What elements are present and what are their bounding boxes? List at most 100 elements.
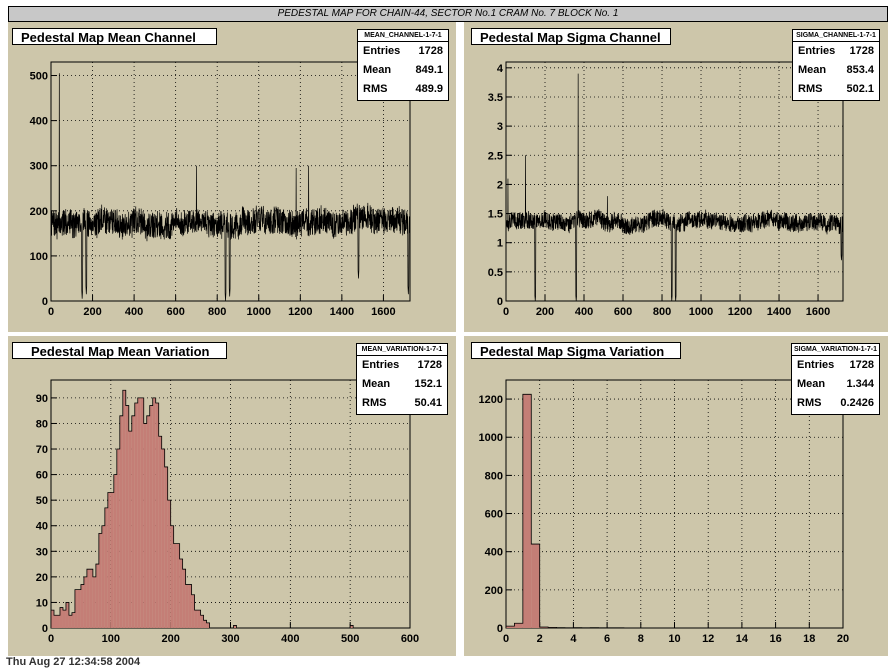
hist-bar xyxy=(71,612,75,628)
hist-bar xyxy=(83,576,87,628)
y-tick-label: 1200 xyxy=(479,394,503,406)
hist-bar xyxy=(128,431,132,628)
y-tick-label: 2.5 xyxy=(488,150,503,162)
y-tick-label: 300 xyxy=(30,161,48,173)
pad-title: Pedestal Map Mean Variation xyxy=(12,342,227,359)
x-tick-label: 8 xyxy=(638,633,644,645)
stats-label: Entries xyxy=(362,359,400,371)
y-tick-label: 800 xyxy=(485,470,503,482)
hist-bar xyxy=(194,610,198,628)
hist-bar xyxy=(155,403,159,628)
y-tick-label: 0 xyxy=(497,296,503,308)
hist-bar xyxy=(185,584,189,628)
hist-bar xyxy=(62,610,66,628)
pad-title: Pedestal Map Sigma Variation xyxy=(471,342,681,359)
stats-box: SIGMA_CHANNEL-1-7-1 Entries 1728 Mean 853.… xyxy=(792,29,880,101)
sigma-channel-pad: 0 200 400 600 800 1000 1200 1400 1600 0 0.5 1 1.5 2 2.… xyxy=(464,22,888,332)
hist-bar xyxy=(134,403,138,628)
stats-box: MEAN_CHANNEL-1-7-1 Entries 1728 Mean 849.1… xyxy=(357,29,449,101)
x-tick-label: 1400 xyxy=(767,306,791,318)
y-tick-label: 30 xyxy=(36,546,48,558)
hist-bar xyxy=(197,610,201,628)
hist-bar xyxy=(53,615,57,628)
x-tick-label: 100 xyxy=(102,633,120,645)
stats-label: RMS xyxy=(797,397,822,409)
pad-title: Pedestal Map Sigma Channel xyxy=(471,28,671,45)
hist-bar xyxy=(167,500,171,628)
x-tick-label: 200 xyxy=(83,306,101,318)
stats-value: 1728 xyxy=(417,359,442,371)
x-tick-label: 6 xyxy=(604,633,610,645)
stats-label: Mean xyxy=(798,64,827,76)
stats-name: SIGMA_VARIATION-1-7-1 xyxy=(792,344,879,356)
stats-label: Mean xyxy=(362,378,391,390)
stats-name: MEAN_VARIATION-1-7-1 xyxy=(357,344,447,356)
x-tick-label: 0 xyxy=(48,633,54,645)
pad-title: Pedestal Map Mean Channel xyxy=(12,28,217,45)
x-tick-label: 600 xyxy=(614,306,632,318)
y-tick-label: 70 xyxy=(36,444,48,456)
stats-value: 50.41 xyxy=(414,397,442,409)
x-tick-label: 0 xyxy=(503,306,509,318)
hist-bar xyxy=(86,569,90,628)
stats-row: Entries 1728 xyxy=(792,356,879,375)
x-tick-label: 200 xyxy=(161,633,179,645)
x-tick-label: 4 xyxy=(570,633,577,645)
stats-label: Mean xyxy=(363,64,392,76)
x-tick-label: 200 xyxy=(536,306,554,318)
hist-bar xyxy=(206,622,210,628)
hist-bar xyxy=(80,584,84,628)
x-tick-label: 0 xyxy=(503,633,509,645)
hist-bar xyxy=(137,397,141,628)
hist-bar xyxy=(188,584,192,628)
hist-bar xyxy=(506,626,515,628)
hist-bar xyxy=(179,558,183,628)
hist-bar xyxy=(164,466,168,628)
hist-bar xyxy=(51,610,54,628)
x-tick-label: 18 xyxy=(803,633,815,645)
y-tick-label: 90 xyxy=(36,393,48,405)
hist-bar xyxy=(146,415,150,628)
hist-bar xyxy=(233,625,237,628)
x-tick-label: 800 xyxy=(208,306,226,318)
x-tick-label: 400 xyxy=(575,306,593,318)
mean-channel-pad: 0 200 400 600 800 1000 1200 1400 1600 0 100 200 300 4… xyxy=(8,22,456,332)
x-tick-label: 16 xyxy=(769,633,781,645)
stats-row: Entries 1728 xyxy=(357,356,447,375)
hist-bar xyxy=(514,623,523,628)
hist-bar xyxy=(59,607,63,628)
stats-label: Mean xyxy=(797,378,826,390)
y-tick-label: 50 xyxy=(36,495,48,507)
hist-bar xyxy=(116,449,120,628)
stats-label: Entries xyxy=(363,45,401,57)
y-tick-label: 500 xyxy=(30,71,48,83)
y-tick-label: 0 xyxy=(42,296,48,308)
stats-value: 0.2426 xyxy=(840,397,874,409)
y-tick-label: 1000 xyxy=(479,432,503,444)
hist-bar xyxy=(113,474,117,628)
plot-frame xyxy=(505,61,844,302)
x-tick-label: 14 xyxy=(736,633,749,645)
hist-bar xyxy=(149,405,153,628)
y-tick-label: 100 xyxy=(30,251,48,263)
hist-bar xyxy=(101,525,105,628)
stats-box: MEAN_VARIATION-1-7-1 Entries 1728 Mean 152… xyxy=(356,343,448,415)
y-tick-label: 200 xyxy=(30,206,48,218)
hist-bar xyxy=(158,436,162,628)
stats-name: MEAN_CHANNEL-1-7-1 xyxy=(358,30,448,42)
hist-bar xyxy=(56,615,60,628)
sigma-variation-pad: 0 2 4 6 8 10 12 14 16 18 20 0 200 400 600 800 1000 1200 P… xyxy=(464,336,888,656)
y-tick-label: 600 xyxy=(485,509,503,521)
mean-variation-chart: 0 100 200 300 400 500 600 0 10 20 30 40 50 60 70 80 90 xyxy=(36,379,419,645)
y-tick-label: 0 xyxy=(42,623,48,635)
stats-name: SIGMA_CHANNEL-1-7-1 xyxy=(793,30,879,42)
x-tick-label: 1000 xyxy=(247,306,271,318)
y-tick-label: 3.5 xyxy=(488,92,503,104)
hist-bar xyxy=(77,589,81,628)
hist-bar xyxy=(140,397,144,628)
hist-bar xyxy=(161,449,165,628)
hist-outline xyxy=(505,393,843,629)
stats-value: 1.344 xyxy=(846,378,874,390)
stats-row: RMS 50.41 xyxy=(357,394,447,413)
